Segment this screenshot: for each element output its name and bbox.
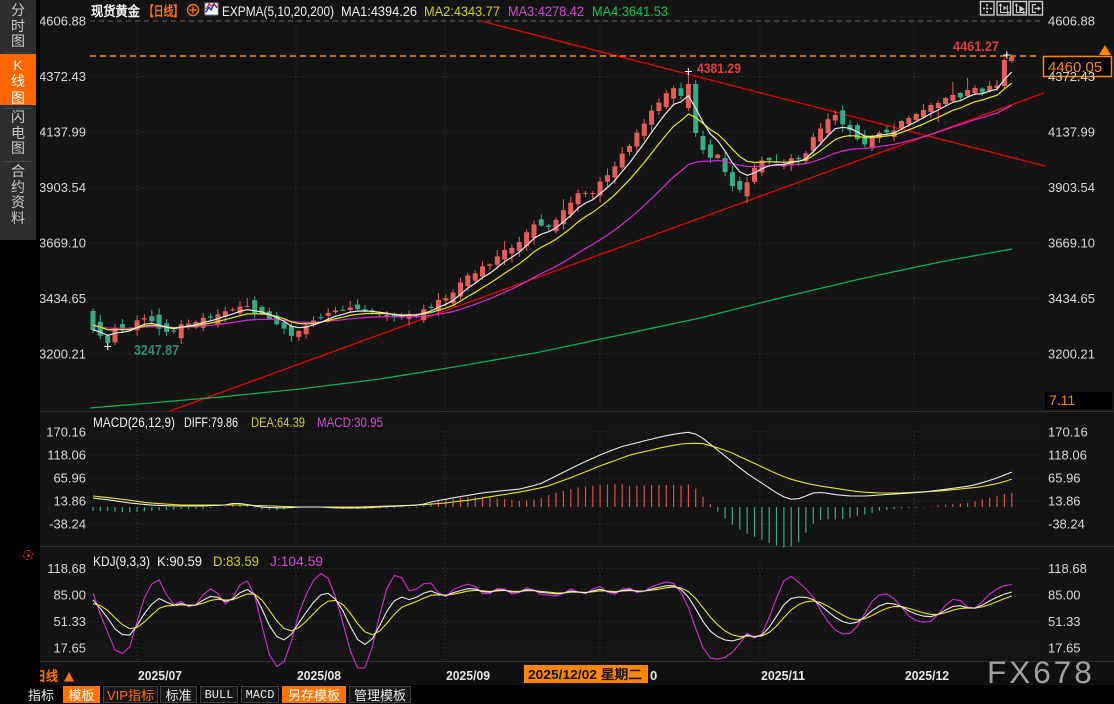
- svg-text:118.06: 118.06: [47, 448, 86, 463]
- svg-text:MA4:3641.53: MA4:3641.53: [592, 4, 668, 19]
- svg-text:3903.54: 3903.54: [1048, 180, 1095, 195]
- svg-text:51.33: 51.33: [53, 614, 86, 629]
- svg-text:4137.99: 4137.99: [39, 125, 86, 140]
- svg-text:D:83.59: D:83.59: [213, 554, 259, 569]
- svg-text:3434.65: 3434.65: [1048, 291, 1095, 306]
- svg-text:4372.43: 4372.43: [1048, 69, 1095, 84]
- svg-text:MACD(26,12,9): MACD(26,12,9): [93, 415, 175, 430]
- svg-text:日线: 日线: [34, 668, 58, 684]
- svg-text:4461.27: 4461.27: [953, 38, 999, 54]
- svg-text:4372.43: 4372.43: [39, 69, 86, 84]
- svg-text:17.65: 17.65: [53, 641, 86, 656]
- svg-text:13.86: 13.86: [1048, 494, 1081, 509]
- svg-text:51.33: 51.33: [1048, 614, 1081, 629]
- svg-text:DIFF:79.86: DIFF:79.86: [184, 415, 238, 430]
- svg-text:MA2:4343.77: MA2:4343.77: [424, 4, 500, 19]
- svg-text:4137.99: 4137.99: [1048, 125, 1095, 140]
- svg-text:3434.65: 3434.65: [39, 291, 86, 306]
- svg-text:K:90.59: K:90.59: [157, 554, 202, 569]
- svg-text:2025/11: 2025/11: [761, 668, 805, 683]
- svg-text:DEA:64.39: DEA:64.39: [251, 415, 305, 430]
- svg-text:118.06: 118.06: [1048, 448, 1087, 463]
- svg-text:2025/08: 2025/08: [297, 668, 341, 683]
- svg-text:3247.87: 3247.87: [134, 343, 179, 359]
- svg-text:FX678: FX678: [987, 654, 1095, 690]
- svg-text:3903.54: 3903.54: [39, 180, 86, 195]
- svg-text:MA3:4278.42: MA3:4278.42: [508, 4, 584, 19]
- svg-text:118.68: 118.68: [47, 561, 86, 576]
- svg-text:3669.10: 3669.10: [39, 236, 86, 251]
- svg-text:EXPMA(5,10,20,200): EXPMA(5,10,20,200): [222, 4, 334, 19]
- svg-text:4606.88: 4606.88: [1048, 14, 1095, 29]
- svg-text:4381.29: 4381.29: [697, 60, 741, 76]
- svg-text:65.96: 65.96: [1048, 471, 1081, 486]
- svg-text:J:104.59: J:104.59: [270, 554, 323, 569]
- svg-text:KDJ(9,3,3): KDJ(9,3,3): [93, 554, 150, 569]
- svg-text:现货黄金: 现货黄金: [91, 3, 140, 19]
- svg-text:MA1:4394.26: MA1:4394.26: [341, 4, 417, 19]
- svg-text:2025/12/02 星期二: 2025/12/02 星期二: [528, 667, 642, 682]
- svg-text:13.86: 13.86: [53, 494, 86, 509]
- svg-text:85.00: 85.00: [53, 588, 86, 603]
- svg-text:7.11: 7.11: [1049, 392, 1075, 408]
- svg-text:MACD:30.95: MACD:30.95: [317, 415, 383, 430]
- svg-text:-38.24: -38.24: [1048, 517, 1085, 532]
- svg-text:2025/07: 2025/07: [138, 668, 182, 683]
- svg-text:3669.10: 3669.10: [1048, 236, 1095, 251]
- svg-text:85.00: 85.00: [1048, 588, 1081, 603]
- svg-text:118.68: 118.68: [1048, 561, 1087, 576]
- svg-text:4460.05: 4460.05: [1048, 59, 1102, 76]
- svg-text:170.16: 170.16: [1048, 425, 1088, 440]
- svg-text:3200.21: 3200.21: [1048, 347, 1095, 362]
- svg-text:2025/12: 2025/12: [905, 668, 949, 683]
- svg-text:2025/09: 2025/09: [446, 668, 490, 683]
- svg-text:17.65: 17.65: [1048, 641, 1081, 656]
- svg-text:3200.21: 3200.21: [39, 347, 86, 362]
- svg-text:65.96: 65.96: [53, 471, 86, 486]
- svg-text:-38.24: -38.24: [49, 517, 86, 532]
- svg-text:170.16: 170.16: [46, 425, 86, 440]
- svg-text:0: 0: [650, 668, 657, 683]
- svg-text:【日线】: 【日线】: [144, 3, 183, 19]
- svg-text:4606.88: 4606.88: [39, 14, 86, 29]
